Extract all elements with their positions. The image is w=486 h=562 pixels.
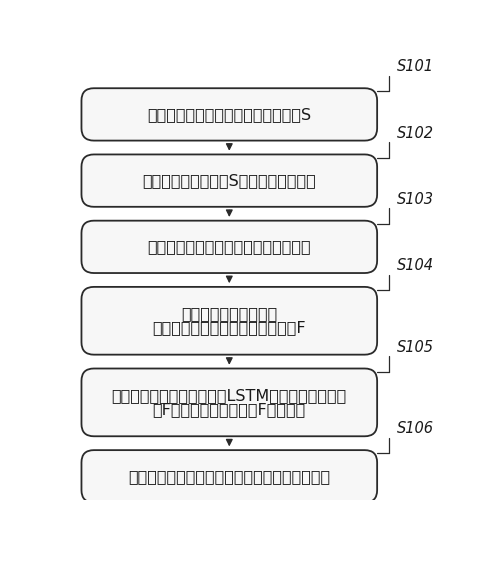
FancyBboxPatch shape	[82, 369, 377, 436]
Text: 对该预测值进行反归一化处理，得到最终预测值: 对该预测值进行反归一化处理，得到最终预测值	[128, 469, 330, 484]
Text: S106: S106	[397, 422, 434, 436]
Text: S102: S102	[397, 125, 434, 140]
Text: 进行数据划分，得到划分后的序列F: 进行数据划分，得到划分后的序列F	[153, 320, 306, 335]
Text: S104: S104	[397, 258, 434, 273]
Text: S105: S105	[397, 339, 434, 355]
Text: 列F进行预测，得到序列F的预测值: 列F进行预测，得到序列F的预测值	[153, 402, 306, 417]
FancyBboxPatch shape	[82, 155, 377, 207]
Text: 对清洗和处理后的序列进行归一化处理: 对清洗和处理后的序列进行归一化处理	[147, 239, 311, 255]
Text: 对状态量的时间序列S进行清洗和预处理: 对状态量的时间序列S进行清洗和预处理	[142, 173, 316, 188]
Text: 对归一化处理后的序列: 对归一化处理后的序列	[181, 306, 278, 321]
Text: 获取待预测电缆的状态量的时间序列S: 获取待预测电缆的状态量的时间序列S	[147, 107, 312, 122]
Text: S101: S101	[397, 60, 434, 74]
FancyBboxPatch shape	[82, 287, 377, 355]
FancyBboxPatch shape	[82, 88, 377, 140]
FancyBboxPatch shape	[82, 221, 377, 273]
FancyBboxPatch shape	[82, 450, 377, 502]
Text: S103: S103	[397, 192, 434, 207]
Text: 采用预先构建的长短时记忆LSTM模型对划分后的序: 采用预先构建的长短时记忆LSTM模型对划分后的序	[112, 388, 347, 403]
